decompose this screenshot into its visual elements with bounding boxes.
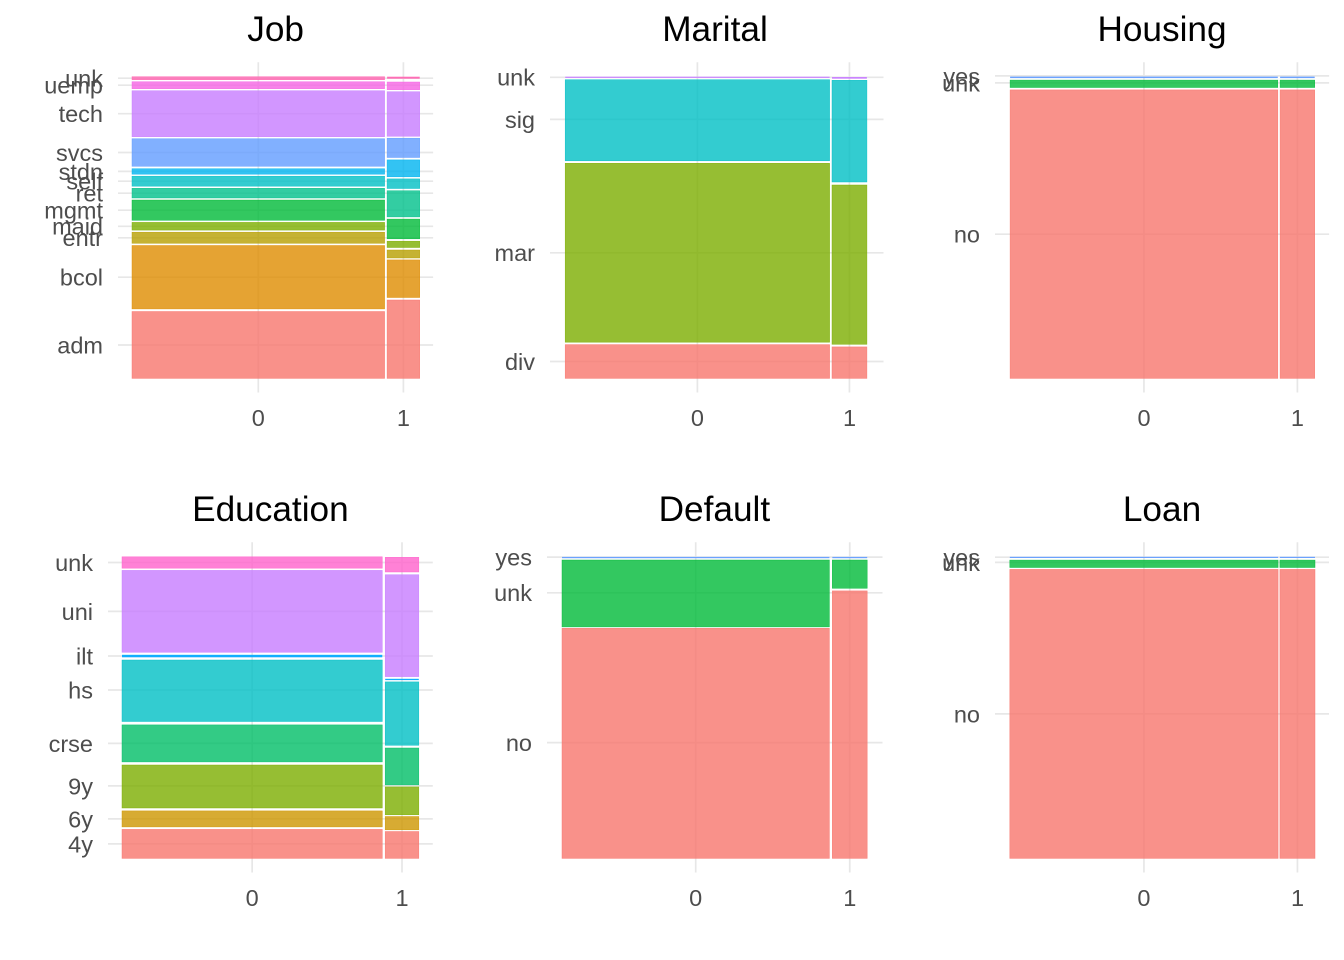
svg-text:tech: tech — [59, 101, 103, 127]
svg-text:yes: yes — [943, 545, 980, 571]
svg-text:unk: unk — [494, 580, 532, 606]
svg-text:Default: Default — [659, 490, 771, 529]
svg-text:div: div — [505, 349, 535, 375]
svg-text:0: 0 — [1137, 405, 1150, 431]
svg-text:1: 1 — [1291, 405, 1304, 431]
svg-text:0: 0 — [246, 885, 259, 911]
svg-text:entr: entr — [63, 225, 104, 251]
svg-text:1: 1 — [395, 885, 408, 911]
svg-text:9y: 9y — [68, 773, 93, 799]
svg-text:uni: uni — [62, 599, 93, 625]
svg-text:stdn: stdn — [59, 159, 103, 185]
svg-text:no: no — [954, 222, 980, 248]
svg-text:4y: 4y — [68, 831, 93, 857]
svg-text:ret: ret — [76, 181, 104, 207]
svg-text:yes: yes — [495, 545, 532, 571]
svg-text:0: 0 — [689, 885, 702, 911]
svg-text:Job: Job — [247, 10, 304, 49]
svg-text:no: no — [954, 701, 980, 727]
svg-text:unk: unk — [942, 550, 980, 576]
svg-text:adm: adm — [57, 332, 103, 358]
svg-text:sig: sig — [505, 107, 535, 133]
svg-text:maid: maid — [52, 214, 103, 240]
svg-text:1: 1 — [843, 885, 856, 911]
svg-text:ilt: ilt — [76, 643, 93, 669]
svg-text:1: 1 — [843, 405, 856, 431]
svg-text:1: 1 — [397, 405, 410, 431]
svg-text:unk: unk — [942, 70, 980, 96]
svg-text:0: 0 — [691, 405, 704, 431]
svg-text:mar: mar — [495, 240, 536, 266]
svg-text:crse: crse — [49, 731, 93, 757]
svg-text:0: 0 — [252, 405, 265, 431]
svg-text:unk: unk — [55, 550, 93, 576]
svg-text:yes: yes — [943, 63, 980, 89]
svg-text:no: no — [506, 730, 532, 756]
svg-text:6y: 6y — [68, 806, 93, 832]
svg-text:svcs: svcs — [56, 140, 103, 166]
svg-text:1: 1 — [1291, 885, 1304, 911]
svg-text:unk: unk — [65, 66, 103, 92]
svg-text:bcol: bcol — [60, 265, 103, 291]
svg-text:self: self — [66, 169, 103, 195]
svg-text:hs: hs — [68, 677, 93, 703]
svg-text:Education: Education — [192, 490, 349, 529]
svg-text:Housing: Housing — [1097, 10, 1226, 49]
svg-text:uemp: uemp — [44, 73, 103, 99]
svg-text:0: 0 — [1137, 885, 1150, 911]
svg-text:Marital: Marital — [662, 10, 768, 49]
svg-text:unk: unk — [497, 65, 535, 91]
svg-text:mgmt: mgmt — [44, 198, 103, 224]
svg-text:Loan: Loan — [1123, 490, 1201, 529]
